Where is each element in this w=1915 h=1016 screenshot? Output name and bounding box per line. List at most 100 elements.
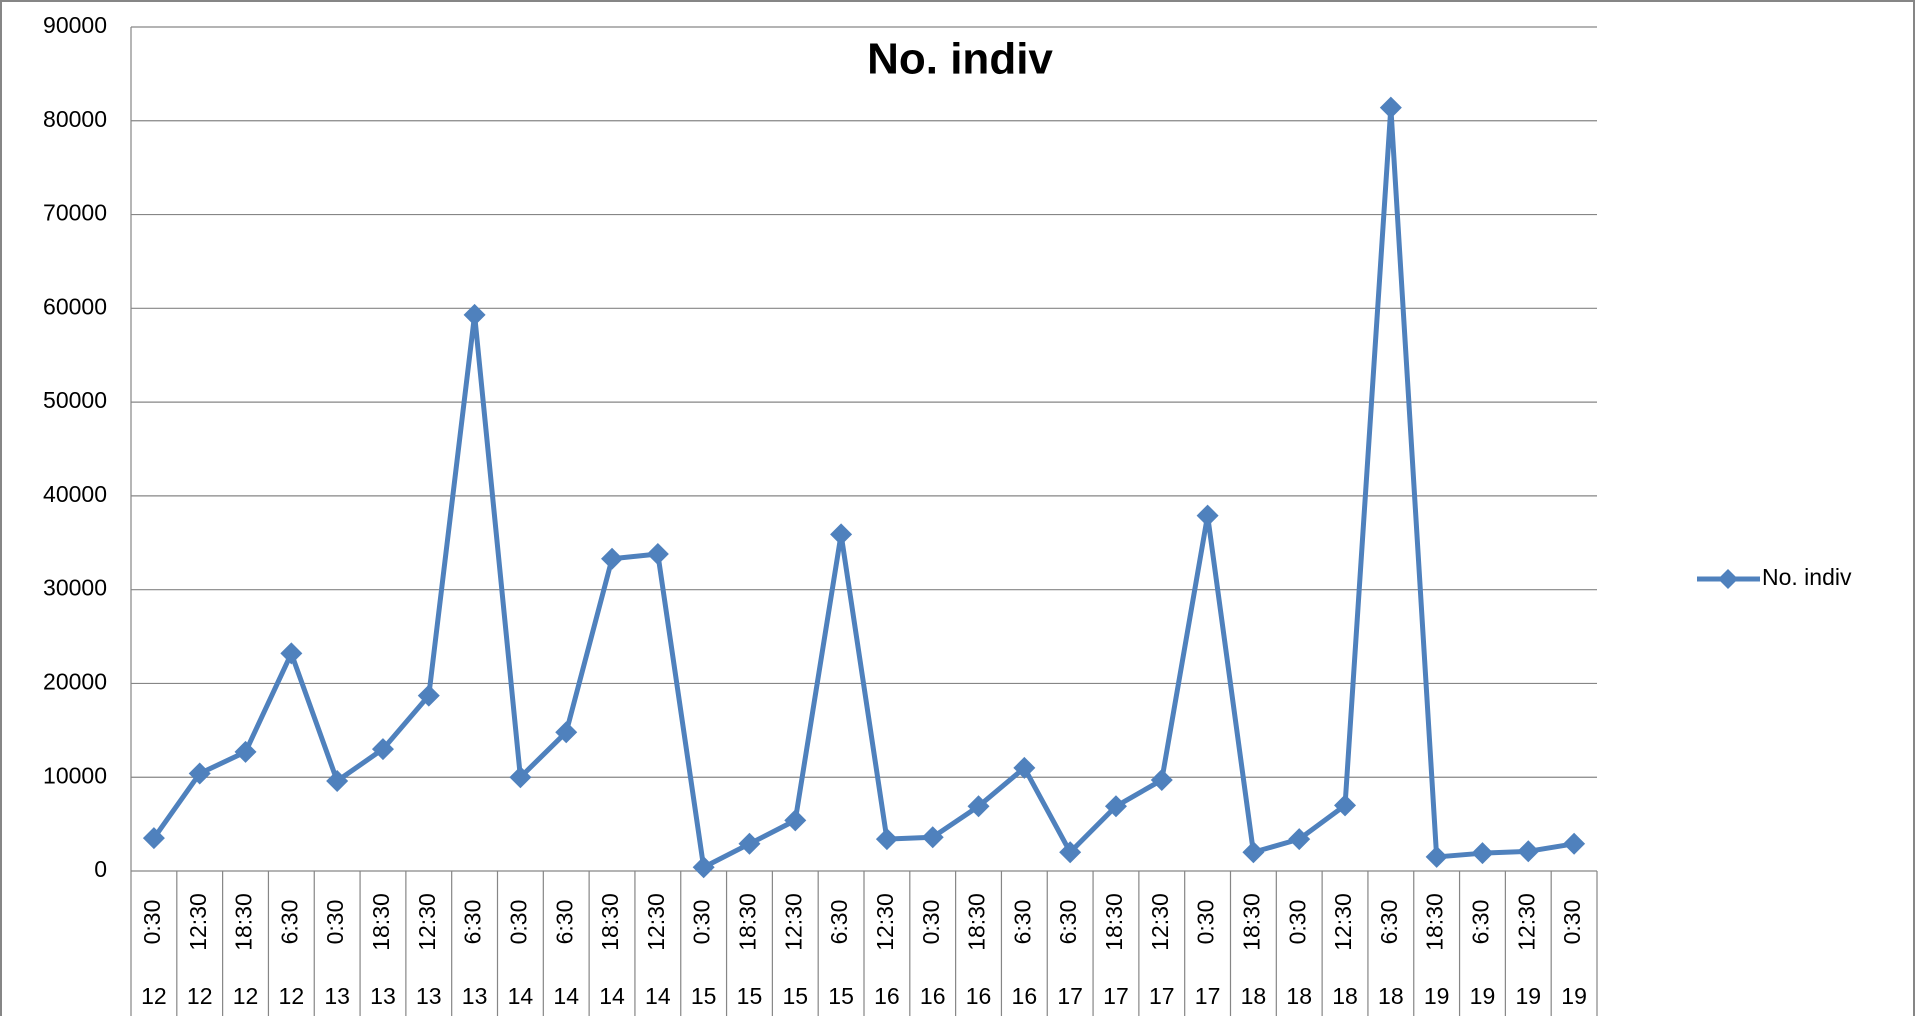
x-tick-label: 6:30 xyxy=(551,900,577,945)
x-group-label: 15 xyxy=(737,983,763,1009)
x-tick-label: 6:30 xyxy=(1468,900,1494,945)
x-group-label: 14 xyxy=(508,983,534,1009)
x-group-label: 13 xyxy=(416,983,442,1009)
marker xyxy=(830,523,853,546)
y-tick-label: 70000 xyxy=(43,200,107,226)
marker xyxy=(326,769,349,792)
x-group-label: 16 xyxy=(966,983,992,1009)
x-group-label: 17 xyxy=(1103,983,1129,1009)
marker xyxy=(371,738,394,761)
x-group-label: 16 xyxy=(1012,983,1038,1009)
marker xyxy=(738,832,761,855)
x-tick-label: 12:30 xyxy=(643,893,669,951)
marker xyxy=(417,684,440,707)
x-group-label: 16 xyxy=(920,983,946,1009)
marker xyxy=(1425,845,1448,868)
x-group-label: 19 xyxy=(1424,983,1450,1009)
marker xyxy=(1196,504,1219,527)
marker xyxy=(1334,794,1357,817)
marker xyxy=(601,547,624,570)
legend-marker xyxy=(1718,569,1738,589)
x-tick-label: 6:30 xyxy=(1376,900,1402,945)
x-tick-label: 0:30 xyxy=(322,900,348,945)
x-tick-label: 18:30 xyxy=(368,893,394,951)
x-tick-label: 18:30 xyxy=(964,893,990,951)
marker xyxy=(1104,795,1127,818)
x-tick-label: 18:30 xyxy=(735,893,761,951)
x-group-label: 14 xyxy=(599,983,625,1009)
y-tick-label: 90000 xyxy=(43,12,107,38)
x-tick-label: 0:30 xyxy=(505,900,531,945)
x-tick-label: 12:30 xyxy=(872,893,898,951)
marker xyxy=(646,543,669,566)
x-tick-label: 18:30 xyxy=(231,893,257,951)
x-tick-label: 12:30 xyxy=(780,893,806,951)
marker xyxy=(555,721,578,744)
x-tick-label: 6:30 xyxy=(276,900,302,945)
x-group-label: 19 xyxy=(1470,983,1496,1009)
x-group-label: 17 xyxy=(1195,983,1221,1009)
marker xyxy=(1242,841,1265,864)
x-tick-label: 6:30 xyxy=(460,900,486,945)
x-group-label: 17 xyxy=(1057,983,1083,1009)
x-group-label: 12 xyxy=(233,983,259,1009)
y-tick-label: 30000 xyxy=(43,575,107,601)
x-group-label: 15 xyxy=(691,983,717,1009)
marker xyxy=(1471,842,1494,865)
y-tick-label: 80000 xyxy=(43,106,107,132)
x-group-label: 18 xyxy=(1286,983,1312,1009)
x-group-label: 15 xyxy=(782,983,808,1009)
x-group-label: 13 xyxy=(324,983,350,1009)
x-tick-label: 18:30 xyxy=(1422,893,1448,951)
x-tick-label: 18:30 xyxy=(597,893,623,951)
x-tick-label: 12:30 xyxy=(1330,893,1356,951)
marker xyxy=(1150,769,1173,792)
marker xyxy=(234,740,257,763)
x-group-label: 12 xyxy=(279,983,305,1009)
x-group-label: 18 xyxy=(1241,983,1267,1009)
x-group-label: 12 xyxy=(141,983,167,1009)
x-tick-label: 6:30 xyxy=(1009,900,1035,945)
x-group-label: 16 xyxy=(874,983,900,1009)
marker xyxy=(1517,840,1540,863)
marker xyxy=(463,303,486,326)
marker xyxy=(1288,828,1311,851)
marker xyxy=(142,827,165,850)
x-group-label: 14 xyxy=(553,983,579,1009)
marker xyxy=(1013,756,1036,779)
x-group-label: 13 xyxy=(462,983,488,1009)
y-tick-label: 50000 xyxy=(43,387,107,413)
x-group-label: 15 xyxy=(828,983,854,1009)
legend-label: No. indiv xyxy=(1762,564,1852,590)
marker xyxy=(921,826,944,849)
marker xyxy=(280,642,303,665)
y-tick-label: 10000 xyxy=(43,762,107,788)
x-group-label: 14 xyxy=(645,983,671,1009)
marker xyxy=(692,856,715,879)
x-tick-label: 0:30 xyxy=(1193,900,1219,945)
marker xyxy=(1379,96,1402,119)
chart-title: No. indiv xyxy=(867,35,1053,84)
y-tick-label: 60000 xyxy=(43,293,107,319)
y-tick-label: 20000 xyxy=(43,669,107,695)
marker xyxy=(509,766,532,789)
x-group-label: 13 xyxy=(370,983,396,1009)
x-tick-label: 18:30 xyxy=(1238,893,1264,951)
x-tick-label: 12:30 xyxy=(185,893,211,951)
x-tick-label: 0:30 xyxy=(689,900,715,945)
x-group-label: 18 xyxy=(1332,983,1358,1009)
x-tick-label: 12:30 xyxy=(1147,893,1173,951)
x-tick-label: 0:30 xyxy=(139,900,165,945)
marker xyxy=(784,809,807,832)
marker xyxy=(1563,832,1586,855)
marker xyxy=(188,762,211,785)
x-tick-label: 0:30 xyxy=(1284,900,1310,945)
x-group-label: 18 xyxy=(1378,983,1404,1009)
series-line xyxy=(151,105,1575,870)
x-group-label: 17 xyxy=(1149,983,1175,1009)
marker xyxy=(1059,841,1082,864)
x-tick-label: 0:30 xyxy=(1559,900,1585,945)
x-tick-label: 12:30 xyxy=(1513,893,1539,951)
x-tick-label: 0:30 xyxy=(918,900,944,945)
